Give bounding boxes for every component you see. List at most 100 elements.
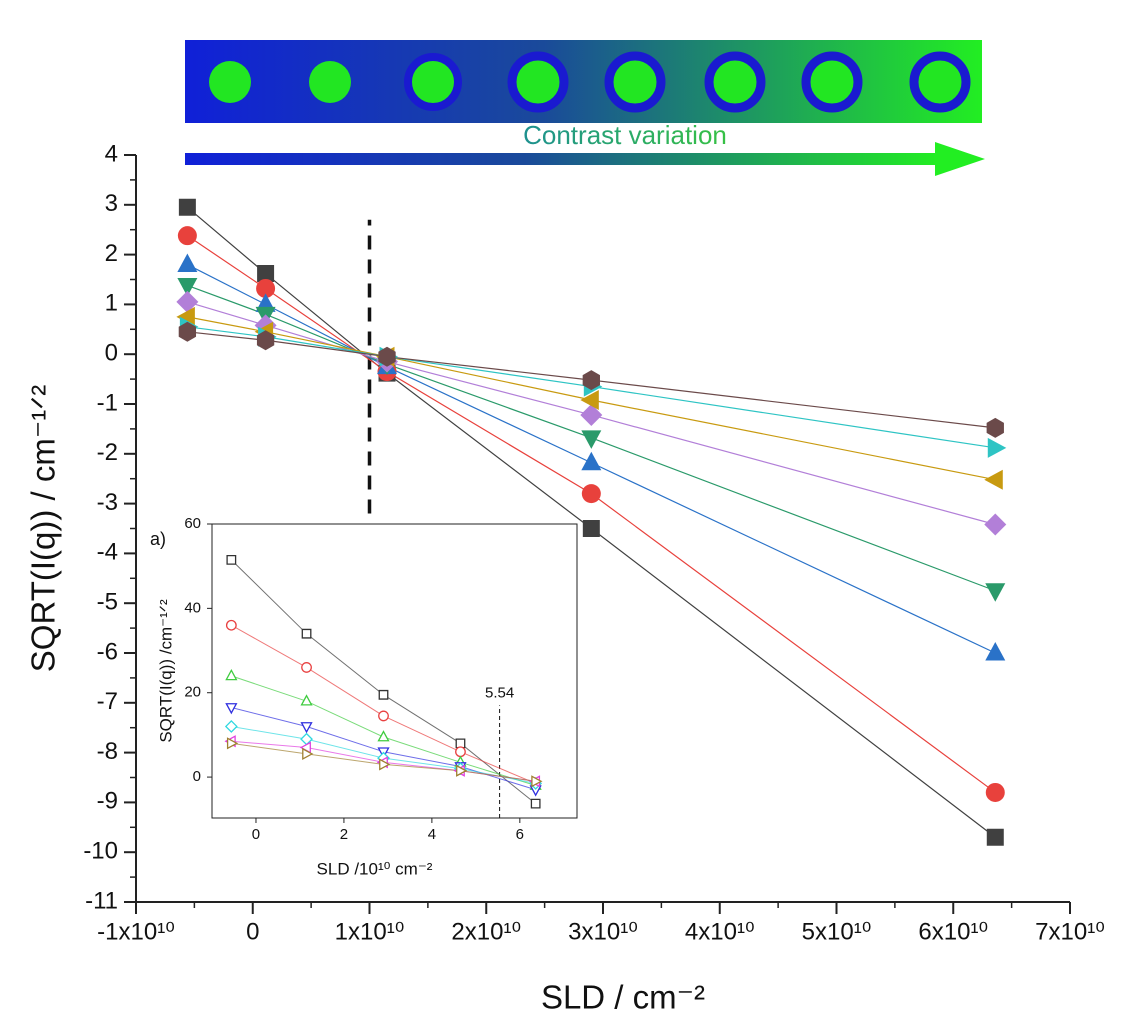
y-tick-label: -8: [97, 738, 118, 765]
marker: [226, 554, 237, 565]
marker: [455, 746, 466, 758]
marker: [177, 226, 197, 246]
particle: [604, 51, 666, 113]
banner-label: Contrast variation: [523, 120, 727, 150]
y-tick-label: -1: [97, 389, 118, 416]
x-tick-label: 3x10¹⁰: [568, 919, 638, 946]
y-tick-label: -2: [97, 439, 118, 466]
y-tick-label: 40: [184, 599, 201, 616]
x-tick-label: 4: [428, 826, 436, 843]
x-tick-label: 5x10¹⁰: [802, 919, 872, 946]
marker: [256, 278, 276, 298]
marker: [582, 520, 600, 537]
marker: [178, 321, 197, 342]
y-tick-label: -6: [97, 638, 118, 665]
banner: Contrast variation: [185, 40, 985, 176]
marker: [378, 710, 389, 722]
x-tick-label: 0: [246, 919, 259, 946]
particle: [909, 51, 971, 113]
marker: [301, 662, 312, 673]
arrow-head: [935, 142, 985, 176]
marker: [176, 290, 199, 313]
marker: [378, 689, 389, 700]
marker: [985, 642, 1006, 661]
y-tick-label: -11: [85, 887, 118, 914]
x-tick-label: 0: [252, 826, 260, 843]
x-tick-label: 6: [516, 826, 524, 843]
x-tick-label: 4x10¹⁰: [685, 919, 755, 946]
marker: [581, 430, 602, 449]
x-axis-title: SLD /10¹⁰ cm⁻²: [317, 859, 433, 878]
marker: [224, 720, 238, 733]
arrow-shaft: [185, 153, 940, 165]
marker: [225, 619, 237, 631]
panel-label: a): [150, 529, 166, 549]
marker: [256, 330, 275, 351]
marker: [177, 277, 198, 297]
x-tick-label: 1x10¹⁰: [335, 919, 405, 946]
marker: [300, 694, 313, 706]
marker: [581, 484, 601, 504]
marker: [984, 513, 1007, 536]
y-tick-label: 1: [105, 290, 118, 317]
marker: [580, 403, 603, 426]
marker: [178, 198, 196, 216]
marker: [985, 782, 1005, 802]
marker: [580, 390, 599, 411]
y-tick-label: 20: [184, 684, 201, 701]
marker: [582, 370, 600, 391]
marker: [379, 758, 391, 771]
y-tick-label: 3: [105, 190, 118, 217]
marker: [984, 469, 1003, 490]
marker: [257, 265, 275, 283]
marker: [378, 346, 396, 367]
marker: [986, 417, 1004, 438]
x-tick-label: 2x10¹⁰: [451, 919, 521, 946]
y-tick-label: 60: [184, 515, 201, 532]
particle: [507, 51, 569, 113]
y-tick-label: 2: [105, 240, 118, 267]
x-axis-title: SLD / cm⁻²: [541, 979, 705, 1016]
particle: [704, 51, 766, 113]
y-tick-label: -4: [97, 539, 118, 566]
y-tick-label: 0: [193, 768, 201, 785]
plot-frame: [211, 523, 578, 819]
x-tick-label: -1x10¹⁰: [97, 919, 175, 946]
x-tick-label: 6x10¹⁰: [918, 919, 988, 946]
y-axis-title: SQRT(I(q)) / cm⁻¹ᐟ²: [25, 385, 62, 672]
marker: [455, 738, 466, 749]
y-tick-label: 0: [105, 340, 118, 367]
marker: [987, 437, 1007, 458]
marker: [302, 747, 314, 760]
y-tick-label: 4: [105, 140, 118, 167]
marker: [530, 798, 541, 809]
y-tick-label: -9: [97, 788, 118, 815]
y-tick-label: -5: [97, 589, 118, 616]
y-tick-label: -3: [97, 489, 118, 516]
y-tick-label: -7: [97, 688, 118, 715]
x-tick-label: 2: [340, 826, 348, 843]
particle: [404, 53, 462, 111]
marker: [377, 730, 390, 742]
marker: [226, 737, 239, 750]
marker: [177, 253, 198, 273]
particle: [801, 51, 863, 113]
marker: [985, 583, 1006, 602]
marker: [225, 703, 238, 715]
marker: [225, 668, 238, 681]
marker: [176, 306, 195, 327]
marker: [456, 764, 468, 777]
marker: [301, 628, 312, 639]
marker: [581, 451, 602, 471]
marker: [300, 722, 313, 734]
reference-label: 5.54: [485, 684, 514, 701]
y-tick-label: -10: [83, 838, 118, 865]
marker: [531, 775, 543, 788]
y-axis-title: SQRT(I(q)) /cm⁻¹ᐟ²: [156, 599, 175, 743]
x-tick-label: 7x10¹⁰: [1035, 919, 1105, 946]
particle: [209, 61, 251, 103]
marker: [986, 828, 1004, 846]
particle: [309, 61, 351, 103]
